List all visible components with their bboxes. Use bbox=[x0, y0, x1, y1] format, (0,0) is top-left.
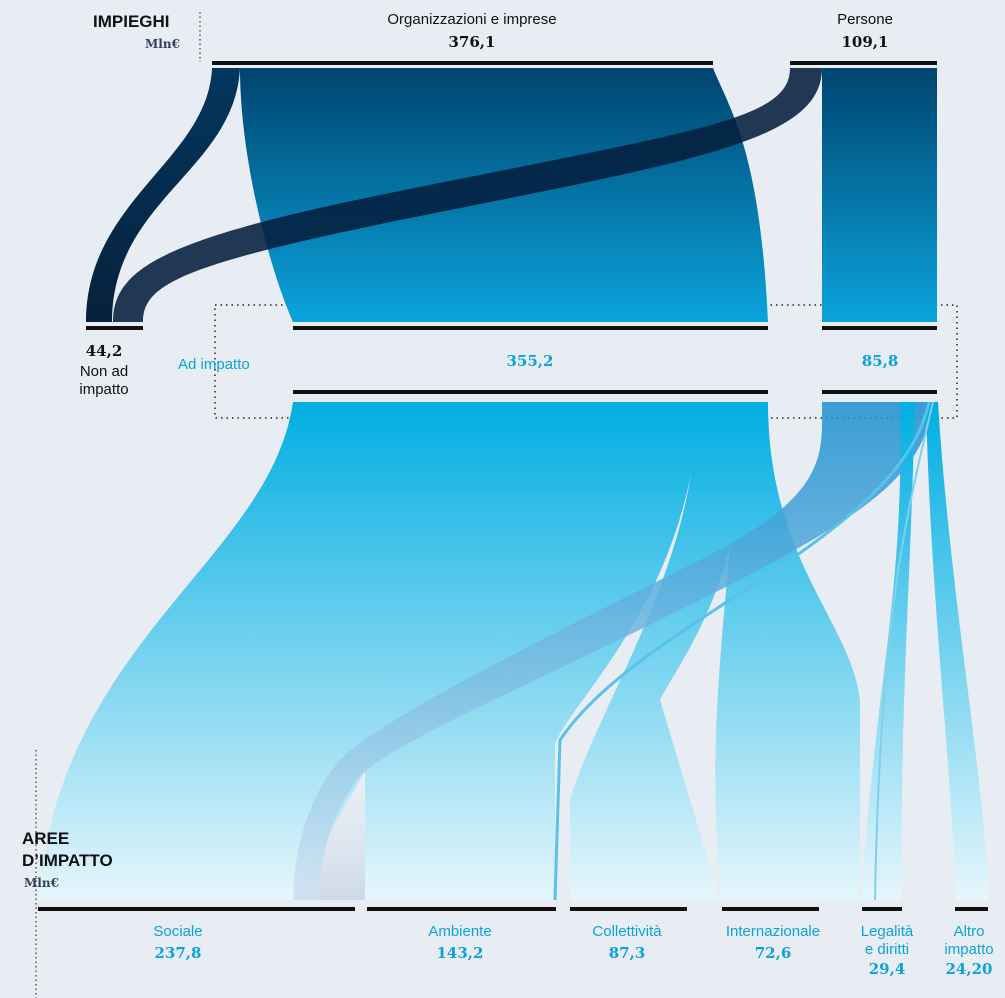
target-value-sociale: 237,8 bbox=[154, 944, 202, 962]
source-label-organizzazioni: Organizzazioni e imprese bbox=[387, 11, 557, 28]
flow-persone-ad-impatto bbox=[822, 68, 937, 322]
target-value-internazionale: 72,6 bbox=[754, 944, 792, 962]
node-bar-legalita bbox=[862, 907, 902, 911]
target-label-legalita-2: e diritti bbox=[864, 941, 910, 958]
flow-to-internazionale bbox=[715, 402, 860, 900]
target-label-altro-1: Altro bbox=[953, 923, 985, 940]
node-bar-ambiente bbox=[367, 907, 556, 911]
flow-persone-thin bbox=[874, 401, 934, 901]
flow-persone-thin bbox=[553, 401, 931, 901]
ad-impatto-label: Ad impatto bbox=[178, 356, 250, 373]
node-bar-sociale bbox=[38, 907, 355, 911]
target-label-legalita-1: Legalità bbox=[860, 923, 914, 940]
ad-impatto-dotted-frame bbox=[214, 304, 958, 419]
node-bar-ad-impatto-persone bbox=[822, 326, 937, 330]
source-label-persone: Persone bbox=[837, 11, 893, 28]
target-label-altro-2: impatto bbox=[944, 941, 994, 958]
flow-org-non-impatto bbox=[86, 68, 240, 322]
node-bar-ad-impatto-persone-out bbox=[822, 390, 937, 394]
source-value-persone: 109,1 bbox=[841, 33, 889, 51]
node-bar-collettivita bbox=[570, 907, 687, 911]
middle-value-ad-impatto-org: 355,2 bbox=[506, 352, 554, 370]
aree-title-line1: AREE bbox=[22, 829, 70, 848]
flow-to-altro bbox=[926, 402, 988, 900]
source-value-organizzazioni: 376,1 bbox=[448, 33, 496, 51]
node-bar-ad-impatto-org bbox=[293, 326, 768, 330]
impieghi-title: IMPIEGHI bbox=[93, 12, 170, 31]
node-bar-organizzazioni bbox=[212, 61, 713, 65]
middle-value-non-impatto: 44,2 bbox=[85, 342, 123, 360]
target-label-internazionale: Internazionale bbox=[725, 923, 821, 940]
target-label-sociale: Sociale bbox=[153, 923, 203, 940]
node-bar-altro bbox=[955, 907, 988, 911]
aree-unit: Mln€ bbox=[24, 876, 59, 890]
flow-org-sociale bbox=[38, 402, 605, 900]
target-value-altro: 24,20 bbox=[945, 960, 993, 978]
impieghi-unit: Mln€ bbox=[145, 37, 180, 51]
middle-value-ad-impatto-persone: 85,8 bbox=[861, 352, 899, 370]
middle-label-non-impatto-2: impatto bbox=[79, 381, 129, 398]
target-label-ambiente: Ambiente bbox=[428, 923, 492, 940]
flow-persone-sociale bbox=[293, 402, 932, 900]
target-label-collettivita: Collettività bbox=[592, 923, 662, 940]
node-bar-non-impatto bbox=[86, 326, 143, 330]
target-value-collettivita: 87,3 bbox=[608, 944, 646, 962]
node-bar-persone bbox=[790, 61, 937, 65]
target-value-ambiente: 143,2 bbox=[436, 944, 484, 962]
target-value-legalita: 29,4 bbox=[868, 960, 906, 978]
flow-persone-non-impatto bbox=[113, 68, 822, 322]
node-bar-internazionale bbox=[722, 907, 819, 911]
aree-title-line2: D’IMPATTO bbox=[22, 851, 113, 870]
middle-label-non-impatto-1: Non ad bbox=[79, 363, 129, 380]
node-bar-ad-impatto-org-out bbox=[293, 390, 768, 394]
